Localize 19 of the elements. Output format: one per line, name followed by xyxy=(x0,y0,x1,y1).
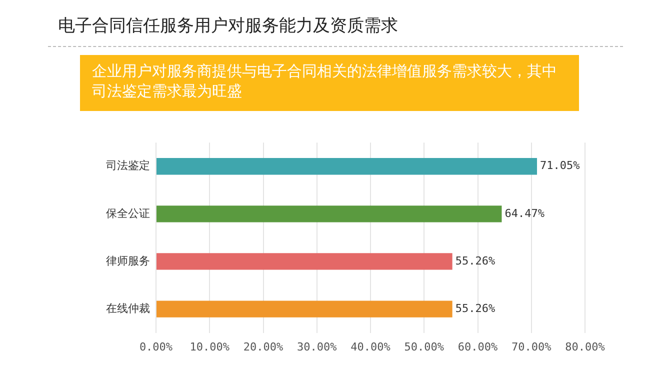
y-tick-label: 律师服务 xyxy=(106,254,150,268)
x-tick-label: 10.00% xyxy=(190,340,230,354)
data-label: 71.05% xyxy=(540,159,580,172)
data-label: 55.26% xyxy=(455,254,496,268)
x-tick-label: 60.00% xyxy=(458,340,498,354)
x-tick-label: 50.00% xyxy=(404,340,444,354)
x-tick-label: 0.00% xyxy=(139,340,173,354)
x-tick-label: 30.00% xyxy=(297,340,338,354)
data-label: 64.47% xyxy=(504,206,545,220)
data-label: 55.26% xyxy=(455,302,496,315)
chart-subtitle: 企业用户对服务商提供与电子合同相关的法律增值服务需求较大，其中司法鉴定需求最为旺盛 xyxy=(80,55,579,111)
x-tick-label: 70.00% xyxy=(512,340,552,354)
chart-title: 电子合同信任服务用户对服务能力及资质需求 xyxy=(58,15,398,37)
x-tick-label: 20.00% xyxy=(243,340,284,354)
y-tick-label: 在线仲裁 xyxy=(106,302,150,315)
y-tick-label: 保全公证 xyxy=(106,206,150,220)
y-tick-label: 司法鉴定 xyxy=(106,159,150,172)
x-tick-label: 80.00% xyxy=(565,340,606,354)
x-tick-label: 40.00% xyxy=(350,340,391,354)
